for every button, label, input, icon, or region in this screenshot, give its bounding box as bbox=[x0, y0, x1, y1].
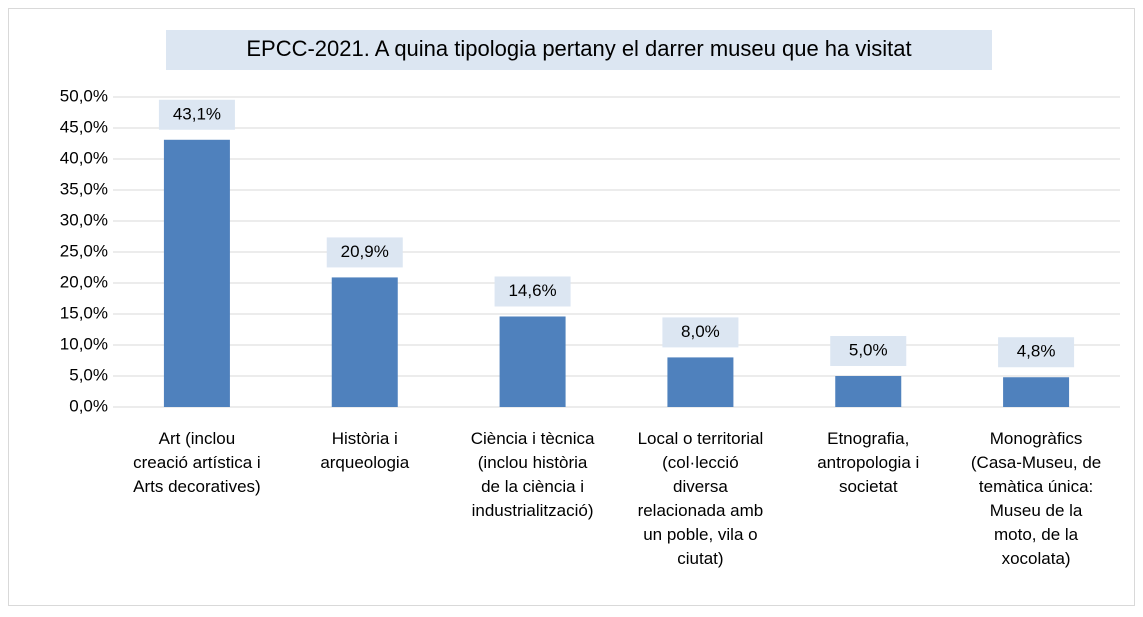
y-tick-label: 15,0% bbox=[60, 303, 108, 322]
data-label: 20,9% bbox=[341, 242, 389, 261]
x-tick-label: Local o territorial (col·lecció diversa rel… bbox=[638, 429, 764, 568]
data-label: 4,8% bbox=[1017, 342, 1056, 361]
bar bbox=[163, 139, 230, 407]
x-tick-label: Ciència i tècnica (inclou història de la c… bbox=[471, 429, 595, 520]
x-tick-label-line: xocolata) bbox=[1002, 549, 1071, 568]
x-tick-label-line: de la ciència i bbox=[481, 477, 584, 496]
data-label-box bbox=[494, 276, 571, 307]
x-tick-label-line: Història i bbox=[332, 429, 398, 448]
data-label-box bbox=[158, 99, 235, 130]
x-tick-label-line: Etnografia, bbox=[827, 429, 909, 448]
data-label-box bbox=[998, 337, 1075, 368]
x-tick-label-line: Arts decoratives) bbox=[133, 477, 261, 496]
y-tick-label: 50,0% bbox=[60, 86, 108, 105]
bar bbox=[1003, 377, 1070, 407]
x-tick-label: Art (inclou creació artística i Arts decor… bbox=[133, 429, 261, 496]
x-tick-label: Etnografia, antropologia i societat bbox=[817, 429, 919, 496]
bar bbox=[667, 357, 734, 407]
title-box bbox=[166, 30, 992, 70]
x-tick-label: Història i arqueologia bbox=[320, 429, 409, 472]
y-tick-label: 10,0% bbox=[60, 334, 108, 353]
x-tick-label-line: societat bbox=[839, 477, 898, 496]
x-tick-label-line: ciutat) bbox=[677, 549, 723, 568]
x-tick-label-line: arqueologia bbox=[320, 453, 409, 472]
x-tick-label-line: (col·lecció bbox=[662, 453, 739, 472]
y-tick-label: 20,0% bbox=[60, 272, 108, 291]
x-tick-label-line: Museu de la bbox=[990, 501, 1083, 520]
x-tick-label-line: creació artística i bbox=[133, 453, 261, 472]
bar bbox=[331, 277, 398, 407]
x-tick-label-line: Art (inclou bbox=[159, 429, 236, 448]
x-tick-label-line: industrialització) bbox=[472, 501, 594, 520]
data-label: 5,0% bbox=[849, 340, 888, 359]
x-tick-label-line: antropologia i bbox=[817, 453, 919, 472]
bar bbox=[499, 316, 566, 407]
data-label-box bbox=[830, 336, 907, 366]
bar bbox=[835, 376, 902, 407]
data-label-box bbox=[662, 317, 739, 348]
data-label-box bbox=[326, 237, 403, 268]
data-label: 14,6% bbox=[508, 281, 556, 300]
y-tick-label: 45,0% bbox=[60, 117, 108, 136]
x-tick-label-line: (inclou història bbox=[478, 453, 588, 472]
x-tick-label: Monogràfics (Casa-Museu, de temàtica única… bbox=[971, 429, 1101, 568]
x-tick-label-line: diversa bbox=[673, 477, 728, 496]
x-tick-label-line: moto, de la bbox=[994, 525, 1079, 544]
x-tick-label-line: relacionada amb bbox=[638, 501, 764, 520]
x-tick-label-line: Local o territorial bbox=[638, 429, 764, 448]
x-tick-label-line: Ciència i tècnica bbox=[471, 429, 595, 448]
x-tick-label-line: temàtica única: bbox=[979, 477, 1093, 496]
y-tick-label: 25,0% bbox=[60, 241, 108, 260]
y-tick-label: 5,0% bbox=[69, 365, 108, 384]
chart-title: EPCC-2021. A quina tipologia pertany el … bbox=[246, 36, 911, 61]
x-tick-label-line: un poble, vila o bbox=[643, 525, 757, 544]
data-label: 8,0% bbox=[681, 322, 720, 341]
x-tick-label-line: Monogràfics bbox=[990, 429, 1083, 448]
y-tick-label: 40,0% bbox=[60, 148, 108, 167]
y-tick-label: 0,0% bbox=[69, 396, 108, 415]
data-label: 43,1% bbox=[173, 104, 221, 123]
y-tick-label: 30,0% bbox=[60, 210, 108, 229]
y-tick-label: 35,0% bbox=[60, 179, 108, 198]
x-tick-label-line: (Casa-Museu, de bbox=[971, 453, 1101, 472]
